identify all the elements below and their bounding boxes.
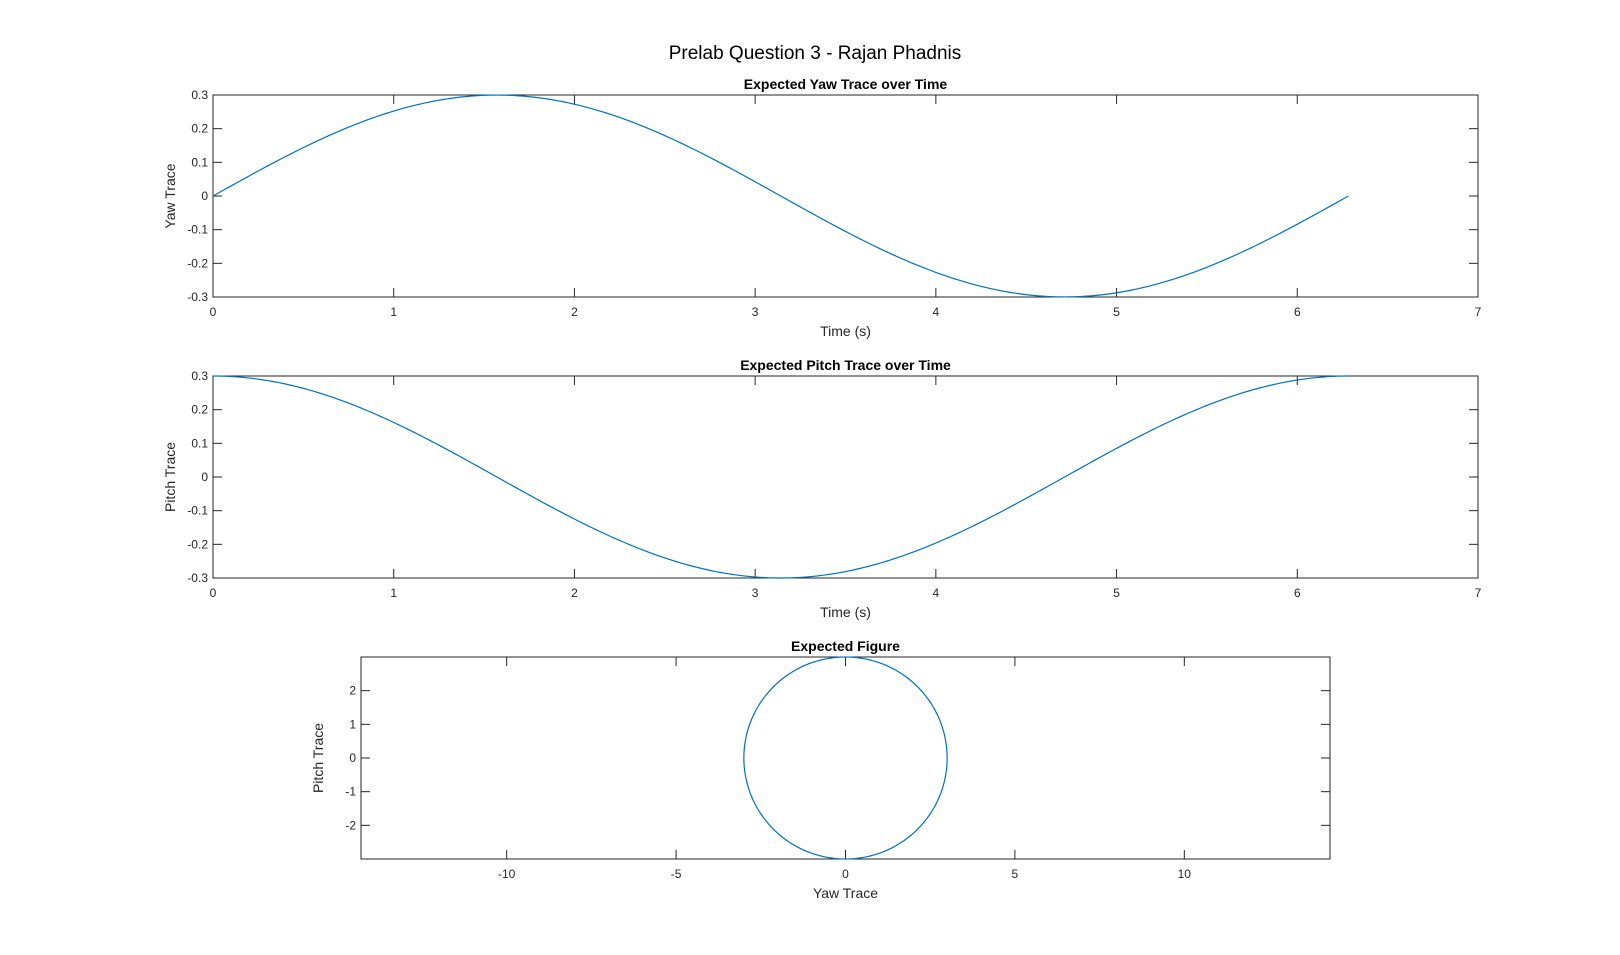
y-tick-label: -0.3 xyxy=(187,290,208,304)
plot-frame xyxy=(212,94,1479,298)
x-tick-label: 4 xyxy=(933,305,940,319)
y-tick-label: -0.2 xyxy=(187,537,208,551)
y-tick-label: 0 xyxy=(201,470,208,484)
x-tick-label: 3 xyxy=(752,586,759,600)
y-tick-label: 0.1 xyxy=(191,155,208,169)
x-tick-label: 1 xyxy=(390,586,397,600)
y-axis-label: Yaw Trace xyxy=(162,163,178,228)
x-tick-label: -5 xyxy=(671,867,682,881)
y-axis-label: Pitch Trace xyxy=(310,723,326,793)
y-tick-label: 0.2 xyxy=(191,122,208,136)
series-line xyxy=(743,656,948,860)
series-line xyxy=(212,375,1349,579)
x-tick-label: 7 xyxy=(1475,586,1482,600)
axes-2: 0 1 2 3 4 5 6 7 -0.3 -0.2 -0.1 0 0.1 0.2 0.3 Expected P… xyxy=(162,357,1482,620)
y-tick-label: 0 xyxy=(201,189,208,203)
axes-title: Expected Yaw Trace over Time xyxy=(744,76,948,92)
x-tick-label: 0 xyxy=(210,586,217,600)
x-tick-label: 2 xyxy=(571,586,578,600)
x-tick-label: 5 xyxy=(1113,586,1120,600)
x-tick-label: 3 xyxy=(752,305,759,319)
x-tick-label: 10 xyxy=(1178,867,1192,881)
x-tick-label: 7 xyxy=(1475,305,1482,319)
series-line xyxy=(212,94,1349,298)
axes-1: 0 1 2 3 4 5 6 7 -0.3 -0.2 -0.1 0 0.1 0.2 0.3 Expected Y… xyxy=(162,76,1482,339)
axes-container: 0 1 2 3 4 5 6 7 -0.3 -0.2 -0.1 0 0.1 0.2 0.3 Expected Y… xyxy=(162,76,1482,901)
x-tick-label: 5 xyxy=(1012,867,1019,881)
y-tick-label: -0.1 xyxy=(187,223,208,237)
x-tick-label: 1 xyxy=(390,305,397,319)
x-axis-label: Time (s) xyxy=(820,323,871,339)
x-axis-label: Time (s) xyxy=(820,604,871,620)
x-tick-label: 2 xyxy=(571,305,578,319)
figure-suptitle: Prelab Question 3 - Rajan Phadnis xyxy=(669,43,962,64)
x-tick-label: 5 xyxy=(1113,305,1120,319)
x-tick-label: 0 xyxy=(210,305,217,319)
y-tick-label: -0.2 xyxy=(187,256,208,270)
y-tick-label: -2 xyxy=(345,818,356,832)
axes-title: Expected Pitch Trace over Time xyxy=(740,357,951,373)
plot-frame xyxy=(212,375,1479,579)
y-tick-label: 0.2 xyxy=(191,403,208,417)
y-axis-label: Pitch Trace xyxy=(162,442,178,512)
x-tick-label: -10 xyxy=(498,867,516,881)
y-tick-label: 0.3 xyxy=(191,88,208,102)
plot-frame xyxy=(360,656,1331,860)
x-tick-label: 6 xyxy=(1294,586,1301,600)
y-tick-label: -1 xyxy=(345,785,356,799)
y-tick-label: -0.3 xyxy=(187,571,208,585)
y-tick-label: 0.1 xyxy=(191,436,208,450)
y-tick-label: 1 xyxy=(349,717,356,731)
x-axis-label: Yaw Trace xyxy=(813,885,878,901)
x-tick-label: 6 xyxy=(1294,305,1301,319)
y-tick-label: 0.3 xyxy=(191,369,208,383)
y-tick-label: -0.1 xyxy=(187,504,208,518)
y-tick-label: 2 xyxy=(349,684,356,698)
x-tick-label: 0 xyxy=(842,867,849,881)
x-tick-label: 4 xyxy=(933,586,940,600)
axes-title: Expected Figure xyxy=(791,638,900,654)
y-tick-label: 0 xyxy=(349,751,356,765)
